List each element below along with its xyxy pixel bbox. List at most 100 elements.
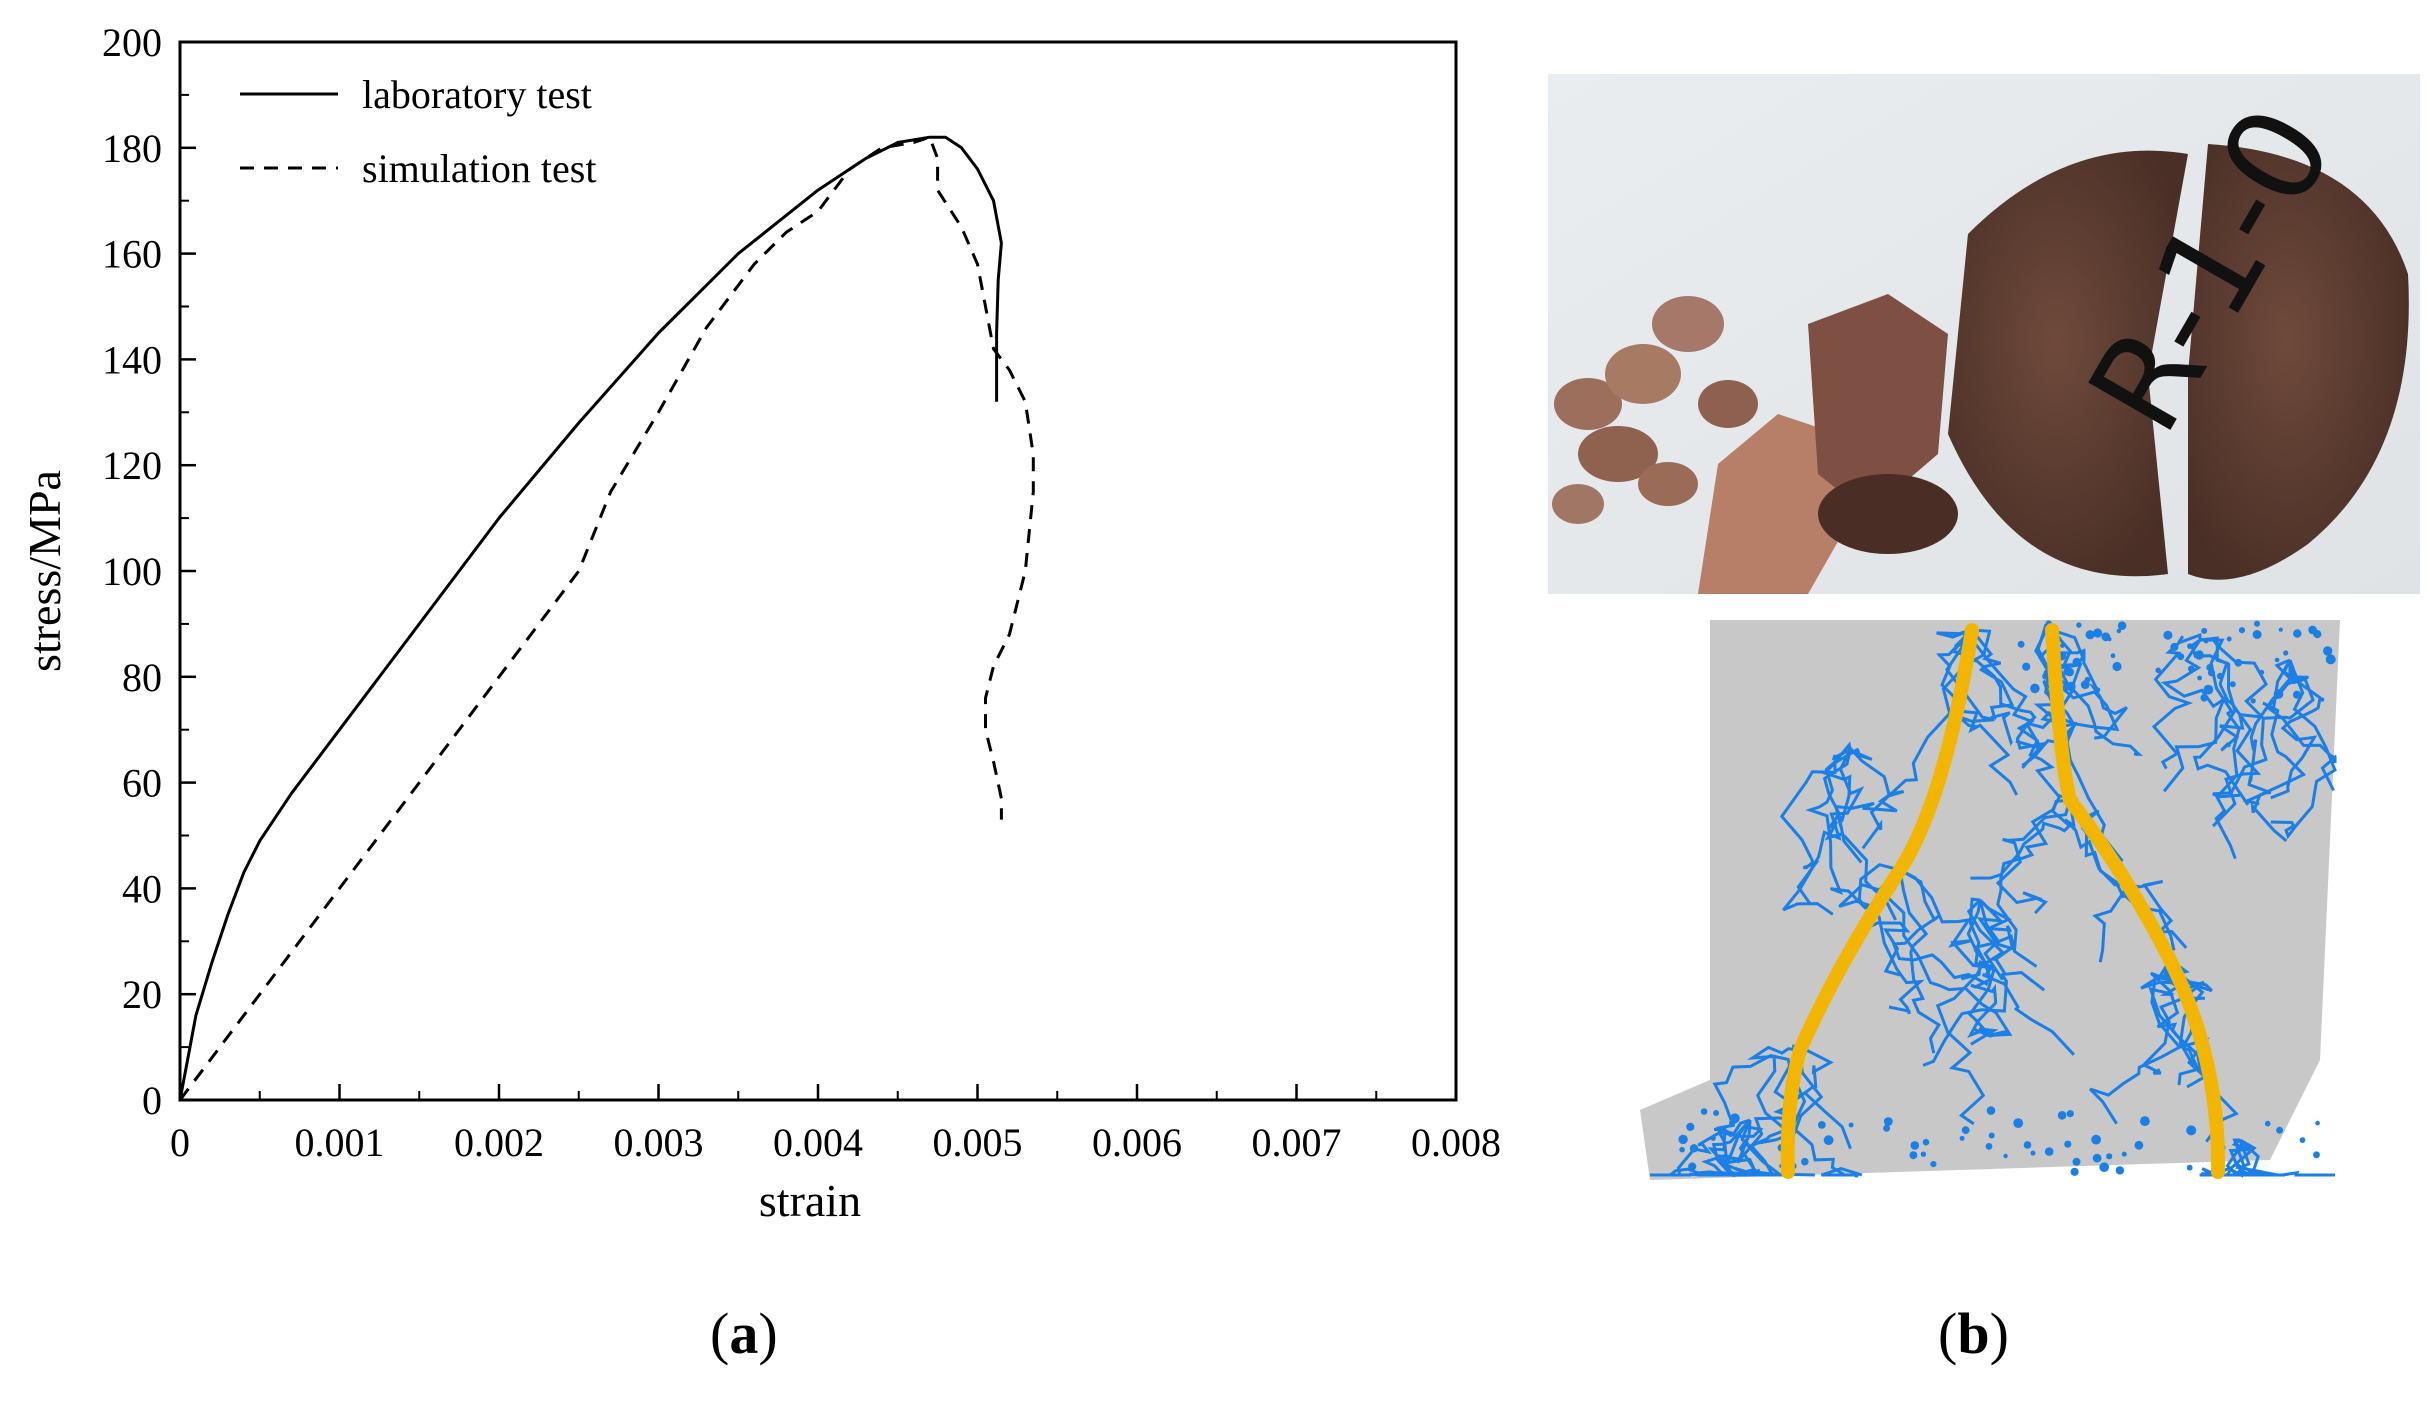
y-tick-label: 180 (102, 126, 162, 171)
y-tick-label: 40 (122, 866, 162, 911)
crack-particle (2112, 661, 2122, 672)
crack-branch (1935, 898, 2005, 1126)
crack-branch (1884, 869, 2013, 1038)
crack-particle (2066, 681, 2076, 692)
crack-branch (1821, 747, 1873, 864)
crack-branch (1833, 744, 1905, 828)
crack-particle (2250, 698, 2256, 704)
specimen-half-left (1948, 150, 2188, 577)
crack-particle (2085, 630, 2095, 640)
crack-branch (2034, 623, 2124, 863)
x-axis-title: strain (759, 1175, 861, 1226)
x-tick-label: 0.002 (454, 1120, 544, 1165)
crack-particle (1922, 1138, 1930, 1146)
crack-particle (2259, 669, 2265, 675)
crack-particle (2203, 684, 2214, 695)
panel-a-label: (a) (710, 1301, 778, 1366)
crack-particle (1727, 1131, 1734, 1137)
crack-particle (2091, 1134, 2101, 1145)
crack-particle (2203, 638, 2209, 644)
crack-particle (2072, 657, 2081, 667)
crack-particle (2066, 1110, 2074, 1118)
crack-particle (2140, 1116, 2150, 1126)
crack-branch (2160, 639, 2227, 793)
series-lines (178, 135, 1035, 1101)
crack-particle (2155, 667, 2161, 674)
crack-particle (2273, 689, 2284, 699)
crack-particle (1688, 1162, 1697, 1171)
crack-particle (2084, 676, 2091, 683)
crack-branch (2068, 799, 2188, 949)
crack-particle (2117, 621, 2127, 630)
crack-particle (1961, 1126, 1970, 1134)
crack-particle (2278, 627, 2283, 632)
crack-particle (2186, 1164, 2193, 1171)
x-tick-label: 0.001 (295, 1120, 385, 1165)
crack-particle (2070, 1167, 2079, 1176)
x-tick-label: 0.008 (1411, 1120, 1501, 1165)
crack-particle (2023, 1141, 2032, 1149)
crack-particle (2030, 1150, 2036, 1156)
crack-particle (2274, 657, 2280, 663)
crack-branch (1966, 899, 2075, 1056)
crack-particle (2065, 667, 2074, 677)
crack-particle (1713, 1110, 1720, 1116)
crack-particle (1679, 1146, 1685, 1153)
crack-particle (1801, 1157, 1809, 1166)
y-tick-label: 160 (102, 232, 162, 277)
crack-particle (2216, 672, 2224, 680)
crack-particle (1909, 1151, 1918, 1160)
crack-particle (1730, 1113, 1740, 1124)
crack-particle (2022, 662, 2031, 671)
crack-particle (1985, 1143, 1993, 1150)
crack-particle (1678, 1134, 1688, 1145)
specimen-half-right (2188, 144, 2409, 580)
crack-particle (1817, 1121, 1826, 1129)
crack-particle (2226, 636, 2232, 642)
legend-label-laboratory-test: laboratory test (362, 72, 592, 117)
y-tick-label: 0 (142, 1078, 162, 1123)
crack-branch (1822, 749, 1897, 921)
crack-particle (2170, 642, 2179, 652)
crack-particle (2057, 1111, 2067, 1120)
crack-particle (1986, 1106, 1996, 1115)
crack-particle (2315, 1120, 2320, 1126)
crack-particle (1883, 1124, 1891, 1132)
crack-particle (2313, 1151, 2320, 1159)
fracture-path-left (1780, 623, 1979, 1179)
y-tick-label: 20 (122, 972, 162, 1017)
crack-particle (1988, 1132, 1995, 1139)
crack-branch (2199, 638, 2269, 752)
crack-particle (2293, 629, 2302, 638)
crack-particle (2252, 630, 2262, 639)
tick-labels: 0 0.001 0.002 0.003 0.004 0.005 0.006 0.007 0.00… (102, 20, 1501, 1165)
crack-particle (1883, 1117, 1893, 1126)
crack-particle (2201, 627, 2208, 634)
crack-particle (2234, 658, 2243, 667)
fracture-path-right (2045, 623, 2226, 1179)
crack-particle (2323, 646, 2333, 656)
crack-branch (1995, 799, 2072, 915)
legend-label-simulation-test: simulation test (362, 146, 596, 191)
plot-frame (178, 40, 1458, 1102)
crack-particle (2254, 620, 2260, 627)
crack-branch (2270, 659, 2337, 840)
crack-particle (1710, 1135, 1716, 1141)
crack-particle (2106, 1153, 2113, 1160)
crack-branch (1782, 749, 1865, 916)
dust-pile (1818, 474, 1958, 554)
crack-particle (1853, 1172, 1859, 1178)
crack-branch (2238, 1138, 2335, 1177)
dark-fragment (1808, 294, 1948, 514)
crack-particle (2101, 632, 2111, 642)
crack-particle (2276, 1126, 2284, 1134)
crack-branch (1746, 1045, 1801, 1176)
y-tick-label: 200 (102, 20, 162, 65)
crack-branch (2151, 632, 2202, 770)
crack-branch (2150, 959, 2239, 1143)
crack-particle (2197, 675, 2202, 681)
series-line-simulation-test (178, 135, 1035, 1101)
crack-particle (2235, 1163, 2241, 1169)
crack-particle (2030, 683, 2040, 694)
crack-particle (2076, 622, 2082, 628)
